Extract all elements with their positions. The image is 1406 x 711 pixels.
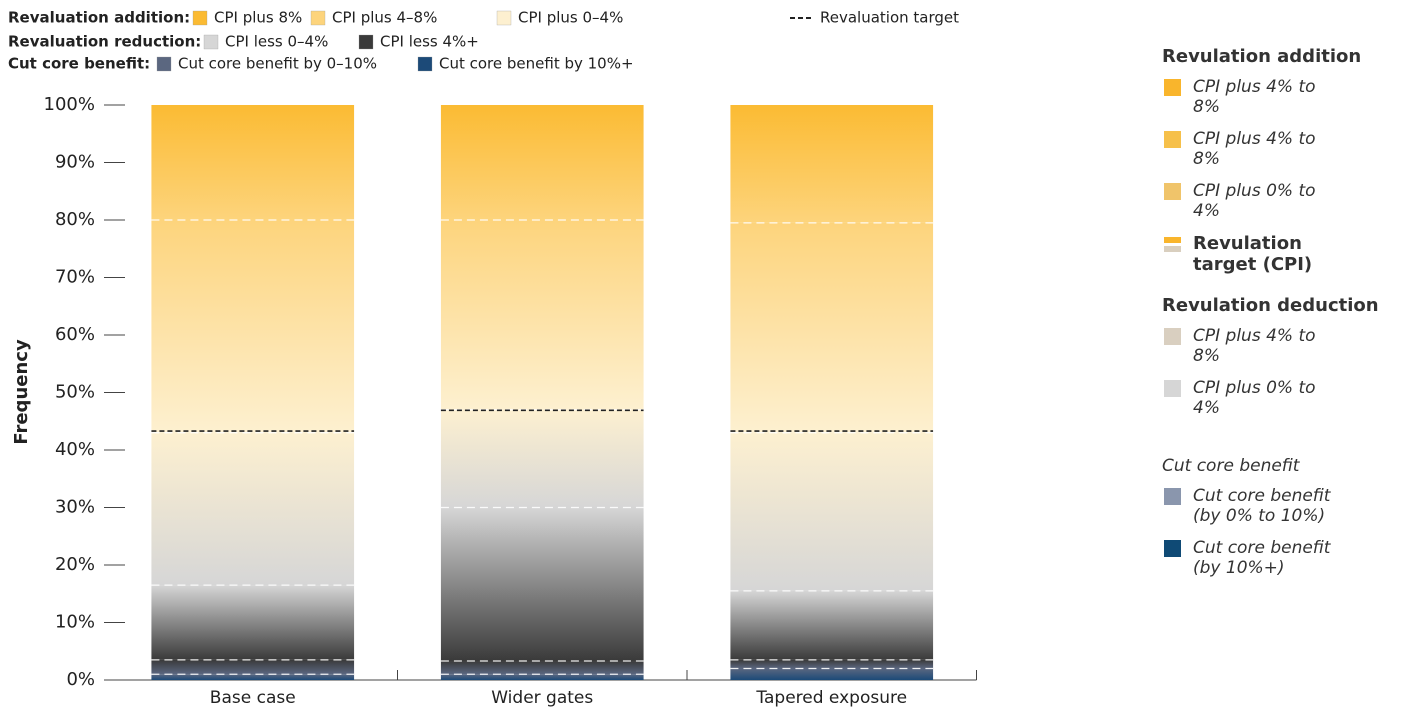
- x-tick-label: Base case: [210, 688, 296, 708]
- legend-title: Cut core benefit: [1162, 456, 1300, 476]
- bar-segment: [730, 659, 934, 669]
- y-tick-label: 10%: [55, 612, 95, 633]
- legend-title: Revulation addition: [1162, 46, 1362, 67]
- y-tick-label: 100%: [44, 94, 95, 115]
- legend-swatch: [1164, 183, 1181, 200]
- y-tick-label: 50%: [55, 382, 95, 403]
- y-axis-label: Frequency: [11, 339, 32, 445]
- bar-segment: [440, 409, 644, 508]
- bar-segment: [151, 585, 355, 660]
- bar-segment: [151, 220, 355, 433]
- legend-swatch: [496, 10, 512, 26]
- legend-label: Revaluation target: [820, 9, 959, 27]
- legend-item: CPI plus 4% to 8%: [1162, 326, 1400, 366]
- y-tick-label: 40%: [55, 439, 95, 460]
- legend-label: CPI plus 4–8%: [332, 9, 437, 27]
- legend-item: CPI plus 0% to 4%: [1162, 181, 1400, 221]
- legend-swatch: [156, 56, 172, 72]
- bar-segment: [151, 105, 355, 220]
- bar-segment: [440, 105, 644, 220]
- legend-label: CPI plus 4% to 8%: [1193, 129, 1316, 169]
- y-tick-label: 90%: [55, 152, 95, 173]
- legend-swatch: [1164, 328, 1181, 345]
- legend-target: Revulation target (CPI): [1162, 233, 1400, 275]
- legend-label: CPI less 4%+: [380, 33, 479, 51]
- legend-swatch: [1164, 79, 1181, 96]
- swatch-part: [1164, 237, 1181, 243]
- y-tick-label: 80%: [55, 209, 95, 230]
- x-tick-label: Tapered exposure: [755, 688, 907, 708]
- y-tick-label: 30%: [55, 497, 95, 518]
- legend-label: CPI plus 4% to 8%: [1193, 77, 1316, 117]
- y-tick-label: 70%: [55, 267, 95, 288]
- legend-swatch: [417, 56, 433, 72]
- bar-segment: [730, 590, 934, 660]
- bar-segment: [151, 432, 355, 586]
- legend-swatch: [1164, 131, 1181, 148]
- legend-swatch: [203, 34, 219, 50]
- bar-segment: [440, 674, 644, 680]
- legend-label: CPI plus 0–4%: [518, 9, 623, 27]
- legend-swatch: [358, 34, 374, 50]
- legend-label: Cut core benefit (by 10%+): [1193, 538, 1331, 578]
- bar-segment: [440, 220, 644, 410]
- legend-label: CPI plus 0% to 4%: [1193, 181, 1316, 221]
- bar-segment: [730, 668, 934, 680]
- y-tick-label: 20%: [55, 554, 95, 575]
- y-tick-label: 0%: [66, 669, 95, 690]
- legend-title: Revaluation addition:: [8, 9, 190, 27]
- legend-item: CPI plus 4% to 8%: [1162, 77, 1400, 117]
- legend-label: CPI plus 4% to 8%: [1193, 326, 1316, 366]
- bar-segment: [151, 659, 355, 675]
- legend-title: Revulation target (CPI): [1193, 233, 1313, 275]
- legend-item: CPI plus 0% to 4%: [1162, 378, 1400, 418]
- bar-segment: [730, 222, 934, 433]
- side-legend: Revulation addition CPI plus 4% to 8% CPI …: [1160, 46, 1400, 590]
- legend-label: CPI plus 8%: [214, 9, 302, 27]
- bar-segment: [730, 105, 934, 223]
- legend-label: Cut core benefit by 0–10%: [178, 55, 377, 73]
- legend-label: Cut core benefit by 10%+: [439, 55, 634, 73]
- bar-segment: [440, 661, 644, 675]
- legend-item: Cut core benefit (by 10%+): [1162, 538, 1400, 578]
- legend-swatch: [1164, 540, 1181, 557]
- legend-swatch: [1164, 380, 1181, 397]
- legend-item: Cut core benefit (by 0% to 10%): [1162, 486, 1400, 526]
- legend-label: Cut core benefit (by 0% to 10%): [1193, 486, 1331, 526]
- swatch-part: [1164, 246, 1181, 252]
- legend-title: Revaluation reduction:: [8, 33, 201, 51]
- legend-title: Cut core benefit:: [8, 55, 150, 73]
- bar-segment: [151, 674, 355, 680]
- legend-swatch: [192, 10, 208, 26]
- legend-label: CPI plus 0% to 4%: [1193, 378, 1316, 418]
- legend-label: CPI less 0–4%: [225, 33, 328, 51]
- y-tick-label: 60%: [55, 324, 95, 345]
- legend-title: Revulation deduction: [1162, 295, 1379, 316]
- x-tick-label: Wider gates: [491, 688, 593, 708]
- bar-segment: [730, 432, 934, 591]
- legend-swatch: [1164, 237, 1181, 255]
- legend-item: CPI plus 4% to 8%: [1162, 129, 1400, 169]
- legend-swatch: [1164, 488, 1181, 505]
- legend-swatch: [310, 10, 326, 26]
- bar-segment: [440, 507, 644, 662]
